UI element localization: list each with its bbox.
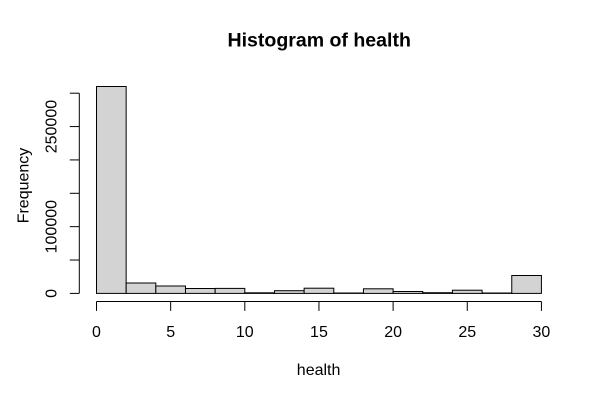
svg-text:Frequency: Frequency bbox=[16, 148, 33, 224]
svg-text:0: 0 bbox=[92, 324, 101, 341]
svg-text:100000: 100000 bbox=[44, 200, 61, 253]
svg-text:25: 25 bbox=[458, 324, 476, 341]
svg-text:10: 10 bbox=[236, 324, 254, 341]
svg-text:5: 5 bbox=[166, 324, 175, 341]
svg-text:30: 30 bbox=[533, 324, 551, 341]
svg-text:20: 20 bbox=[384, 324, 402, 341]
svg-text:250000: 250000 bbox=[44, 100, 61, 153]
svg-text:Histogram of health: Histogram of health bbox=[227, 29, 410, 51]
svg-text:0: 0 bbox=[44, 289, 61, 298]
svg-text:15: 15 bbox=[310, 324, 328, 341]
svg-text:health: health bbox=[297, 362, 341, 379]
